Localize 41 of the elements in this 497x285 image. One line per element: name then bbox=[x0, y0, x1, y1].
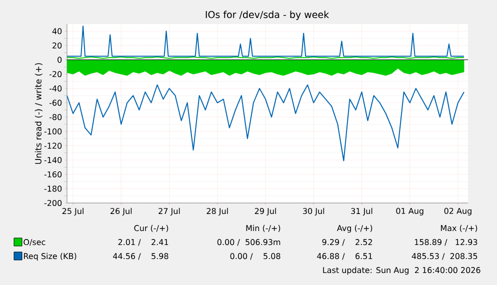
legend-label: O/sec bbox=[24, 239, 46, 246]
y-tick-label: -20 bbox=[49, 71, 62, 78]
y-tick-label: -180 bbox=[44, 186, 62, 192]
x-tick-label: 25 Jul bbox=[62, 208, 84, 216]
text: 0.00 / 5.08 bbox=[230, 253, 280, 260]
y-tick-label: -120 bbox=[44, 142, 62, 149]
legend-label: Req Size (KB) bbox=[24, 252, 76, 261]
text: 46.88 / 6.51 bbox=[317, 253, 372, 260]
text: 0.00 / 506.93m bbox=[217, 239, 280, 246]
chart-title: IOs for /dev/sda - by week bbox=[206, 10, 330, 20]
y-tick-label: -100 bbox=[44, 128, 62, 134]
y-tick-label: -200 bbox=[44, 200, 62, 206]
x-tick-label: 28 Jul bbox=[206, 208, 228, 216]
text: 44.56 / 5.98 bbox=[113, 253, 168, 260]
text: 485.53 / 208.35 bbox=[412, 253, 478, 260]
x-tick-label: 01 Aug bbox=[396, 208, 424, 216]
x-tick-label: 02 Aug bbox=[444, 208, 472, 216]
line-series bbox=[67, 84, 464, 162]
text: Max (-/+) bbox=[440, 224, 478, 232]
y-tick-label: -80 bbox=[49, 114, 62, 120]
y-tick-label: 20 bbox=[52, 42, 62, 49]
x-tick-label: 31 Jul bbox=[351, 208, 372, 216]
x-tick-label: 26 Jul bbox=[110, 208, 132, 216]
y-axis-title: Units read (-) / write (+) bbox=[34, 63, 42, 164]
y-tick-label: -160 bbox=[44, 171, 62, 178]
y-tick-label: -140 bbox=[44, 157, 62, 164]
text: 2.01 / 2.41 bbox=[118, 239, 168, 246]
text: Last update: Sun Aug 2 16:40:00 2026 bbox=[323, 266, 480, 275]
x-tick-label: 30 Jul bbox=[303, 208, 324, 216]
y-tick-label: 0 bbox=[58, 56, 62, 63]
x-tick-label: 29 Jul bbox=[254, 208, 276, 216]
text: 9.29 / 2.52 bbox=[322, 239, 372, 246]
y-tick-label: -40 bbox=[49, 85, 62, 92]
text: Avg (-/+) bbox=[336, 224, 372, 233]
y-tick-label: -60 bbox=[49, 100, 62, 106]
x-tick-label: 27 Jul bbox=[158, 208, 180, 216]
text: Cur (-/+) bbox=[134, 224, 168, 232]
line-series bbox=[67, 26, 464, 57]
text: Min (-/+) bbox=[246, 224, 280, 232]
y-tick-label: 40 bbox=[52, 28, 62, 34]
text: 158.89 / 12.93 bbox=[414, 239, 478, 246]
